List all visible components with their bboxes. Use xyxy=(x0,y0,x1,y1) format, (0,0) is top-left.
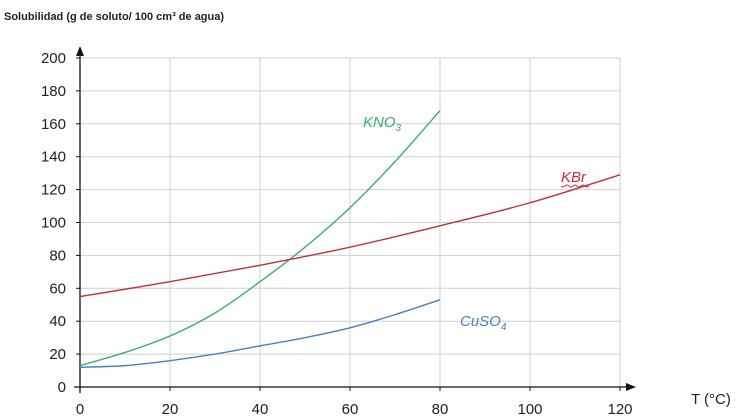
y-tick-label: 40 xyxy=(49,313,66,330)
x-axis-label: T (°C) xyxy=(691,391,731,408)
kbr-line xyxy=(79,174,621,298)
y-tick-label: 160 xyxy=(41,116,66,133)
chart-title: Solubilidad (g de soluto/ 100 cm³ de agu… xyxy=(4,11,224,23)
x-tick-label: 100 xyxy=(517,401,542,418)
x-tick-label: 120 xyxy=(607,401,632,418)
y-tick-label: 0 xyxy=(58,379,66,396)
x-tick-labels: 0 20 40 60 80 100 120 xyxy=(76,401,633,418)
kno3-line xyxy=(79,110,441,367)
series-lines xyxy=(79,110,621,368)
y-tick-label: 200 xyxy=(41,50,66,67)
y-tick-labels: 0 20 40 60 80 100 120 140 160 180 200 xyxy=(41,50,66,396)
x-tick-label: 40 xyxy=(252,401,269,418)
x-tick-label: 80 xyxy=(432,401,449,418)
kno3-label: KNO3 xyxy=(363,114,402,134)
x-tick-label: 0 xyxy=(76,401,84,418)
y-tick-label: 120 xyxy=(41,182,66,199)
y-tick-label: 180 xyxy=(41,83,66,100)
axes xyxy=(74,46,636,393)
kbr-underline xyxy=(560,184,590,188)
y-tick-label: 60 xyxy=(49,280,66,297)
y-tick-label: 140 xyxy=(41,149,66,166)
grid xyxy=(80,57,621,387)
y-tick-label: 20 xyxy=(49,346,66,363)
x-axis-arrow xyxy=(626,383,636,391)
x-tick-label: 60 xyxy=(342,401,359,418)
series-labels: KNO3 KBr CuSO4 xyxy=(363,114,590,333)
kbr-label: KBr xyxy=(561,169,587,186)
y-axis-arrow xyxy=(76,46,84,56)
cuso4-label: CuSO4 xyxy=(460,313,507,333)
y-tick-label: 80 xyxy=(49,247,66,264)
x-tick-label: 20 xyxy=(162,401,179,418)
cuso4-line xyxy=(79,299,441,368)
y-tick-label: 100 xyxy=(41,215,66,232)
